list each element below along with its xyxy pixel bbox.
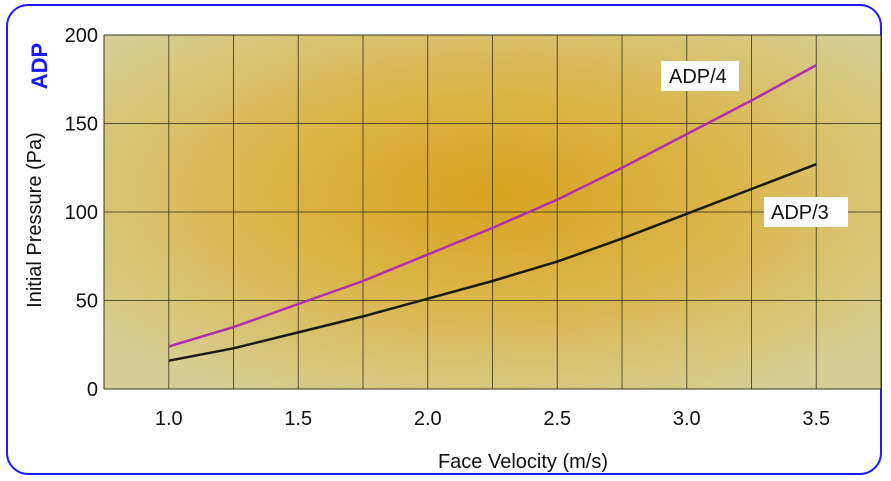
series-label-adp3: ADP/3 [771, 202, 829, 224]
x-tick-label: 1.5 [284, 408, 312, 430]
series-line-adp-3 [168, 163, 817, 362]
series-line-adp-4 [168, 64, 817, 348]
y-tick-labels: 0 50 100 150 200 [65, 25, 98, 401]
grid-lines [103, 34, 882, 390]
y-tick-label: 200 [65, 25, 98, 47]
x-axis-title: Face Velocity (m/s) [438, 451, 608, 473]
series-label-adp3-background [764, 197, 848, 227]
y-tick-label: 100 [65, 202, 98, 224]
x-tick-label: 2.5 [543, 408, 571, 430]
series-lines [168, 64, 817, 362]
brand-logo: ADP [27, 43, 52, 89]
series-label-adp4: ADP/4 [669, 66, 727, 88]
y-axis-title: Initial Pressure (Pa) [24, 132, 46, 308]
x-tick-labels: 1.0 1.5 2.0 2.5 3.0 3.5 [155, 408, 830, 430]
series-label-adp4-background [661, 61, 739, 91]
x-tick-label: 2.0 [414, 408, 442, 430]
x-tick-label: 3.5 [802, 408, 830, 430]
x-tick-label: 3.0 [673, 408, 701, 430]
x-tick-label: 1.0 [155, 408, 183, 430]
y-tick-label: 50 [76, 291, 98, 313]
y-tick-label: 150 [65, 114, 98, 136]
plot-border [103, 34, 882, 390]
y-tick-label: 0 [87, 379, 98, 401]
